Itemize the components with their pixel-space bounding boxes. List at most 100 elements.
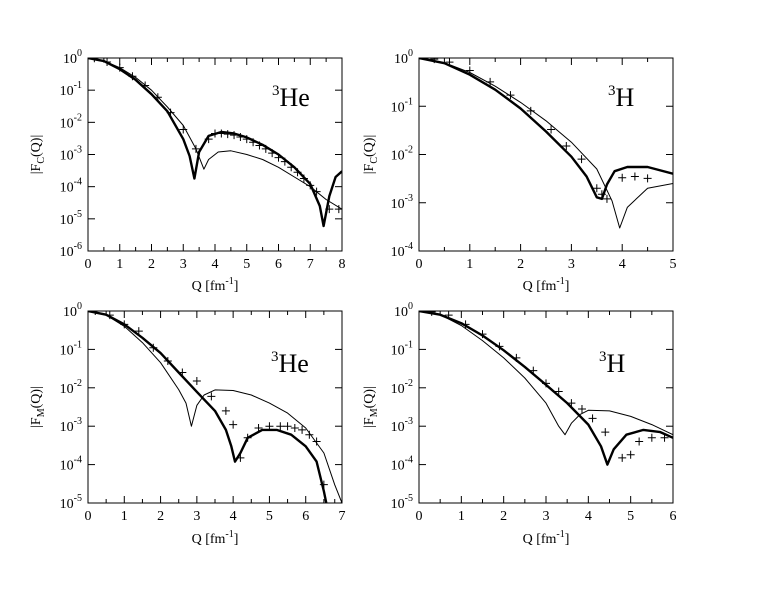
- y-tick-label: 10-3: [391, 193, 413, 212]
- data-marker: [602, 194, 611, 203]
- data-marker: [577, 405, 586, 414]
- element-symbol: H: [607, 349, 626, 378]
- data-marker: [554, 387, 563, 396]
- x-tick-label: 4: [212, 257, 219, 272]
- data-marker: [445, 58, 454, 67]
- nucleus-label: 3H: [608, 83, 635, 112]
- data-marker: [255, 141, 264, 150]
- data-marker: [153, 93, 162, 102]
- data-marker: [230, 131, 239, 140]
- data-marker: [306, 181, 315, 190]
- y-tick-label: 10-3: [60, 145, 82, 164]
- data-marker: [287, 163, 296, 172]
- mass-number: 3: [272, 83, 280, 99]
- ylabel-sub: C: [369, 157, 380, 164]
- ylabel-pre: |F: [29, 163, 44, 174]
- data-marker: [249, 138, 258, 147]
- series-line-thin: [88, 311, 342, 503]
- y-axis-label: |FC(Q)|: [362, 135, 380, 175]
- y-tick-label: 10-3: [391, 416, 413, 435]
- x-axis-label: Q [fm-1]: [192, 529, 239, 547]
- mass-number: 3: [608, 83, 616, 99]
- data-marker: [254, 423, 263, 432]
- data-marker: [577, 155, 586, 164]
- data-marker: [647, 433, 656, 442]
- data-marker: [312, 437, 321, 446]
- xlabel-post: ]: [565, 532, 570, 547]
- y-tick-label: 100: [394, 48, 413, 67]
- y-tick-label: 10-2: [391, 378, 413, 397]
- y-axis-label: |FM(Q)|: [362, 386, 380, 428]
- x-tick-label: 4: [619, 257, 626, 272]
- data-marker: [229, 420, 238, 429]
- data-marker: [635, 437, 644, 446]
- x-tick-label: 0: [416, 257, 423, 272]
- nucleus-label: 3H: [599, 349, 626, 378]
- y-tick-label: 10-1: [391, 339, 413, 358]
- data-marker: [217, 129, 226, 138]
- data-marker: [105, 311, 114, 320]
- y-tick-label: 10-2: [391, 145, 413, 164]
- plot-frame: [87, 310, 343, 504]
- data-marker: [512, 353, 521, 362]
- x-tick-label: 3: [193, 509, 200, 524]
- data-marker: [283, 422, 292, 431]
- ylabel-pre: |F: [29, 417, 44, 428]
- data-marker: [128, 72, 137, 81]
- y-tick-label: 10-1: [391, 96, 413, 115]
- x-axis-label: Q [fm-1]: [523, 529, 570, 547]
- data-marker: [134, 327, 143, 336]
- data-marker: [465, 66, 474, 75]
- data-marker: [601, 428, 610, 437]
- nucleus-label: 3He: [272, 83, 310, 112]
- data-marker: [91, 311, 100, 315]
- y-tick-label: 10-5: [391, 493, 413, 512]
- data-marker: [626, 450, 635, 459]
- data-marker: [90, 58, 99, 63]
- ylabel-pre: |F: [362, 163, 377, 174]
- x-tick-label: 5: [266, 509, 273, 524]
- data-marker: [243, 433, 252, 442]
- data-marker: [120, 320, 129, 329]
- series-line-thick: [419, 58, 673, 201]
- data-marker: [506, 91, 515, 100]
- mass-number: 3: [271, 349, 279, 365]
- grid-ticks: 0 1 2 3 4 5 10-4 10-3 10-2 10-1 100: [391, 48, 677, 272]
- grid-ticks: 0 1 2 3 4 5 6 7 8 10-6 10-5 10-4 10-3 10-2 10-1 100: [60, 48, 346, 272]
- y-tick-label: 10-5: [60, 209, 82, 228]
- data-marker: [486, 77, 495, 86]
- data-marker: [265, 422, 274, 431]
- y-tick-label: 10-4: [391, 455, 413, 474]
- series-line-thick: [419, 311, 673, 466]
- x-tick-label: 6: [275, 257, 282, 272]
- data-marker: [588, 414, 597, 423]
- data-marker: [325, 205, 334, 214]
- data-marker: [630, 172, 639, 181]
- x-tick-label: 0: [85, 257, 92, 272]
- y-tick-label: 10-5: [60, 493, 82, 512]
- data-marker: [319, 480, 328, 489]
- x-tick-label: 3: [180, 257, 187, 272]
- y-tick-label: 10-6: [60, 241, 82, 260]
- x-tick-label: 4: [230, 509, 237, 524]
- y-axis-label: |FM(Q)|: [29, 386, 47, 428]
- data-marker: [529, 366, 538, 375]
- data-marker: [597, 190, 606, 199]
- data-marker: [643, 174, 652, 183]
- data-marker: [115, 63, 124, 72]
- x-tick-label: 5: [670, 257, 677, 272]
- x-tick-label: 3: [543, 509, 550, 524]
- data-marker: [207, 392, 216, 401]
- y-tick-label: 10-2: [60, 112, 82, 131]
- ylabel-post: (Q)|: [362, 386, 377, 408]
- x-tick-label: 1: [458, 509, 465, 524]
- x-axis-label: Q [fm-1]: [523, 276, 570, 294]
- xlabel-post: ]: [234, 279, 239, 294]
- data-marker: [204, 135, 213, 144]
- data-marker: [495, 342, 504, 351]
- x-tick-label: 6: [670, 509, 677, 524]
- nucleus-label: 3He: [271, 349, 309, 378]
